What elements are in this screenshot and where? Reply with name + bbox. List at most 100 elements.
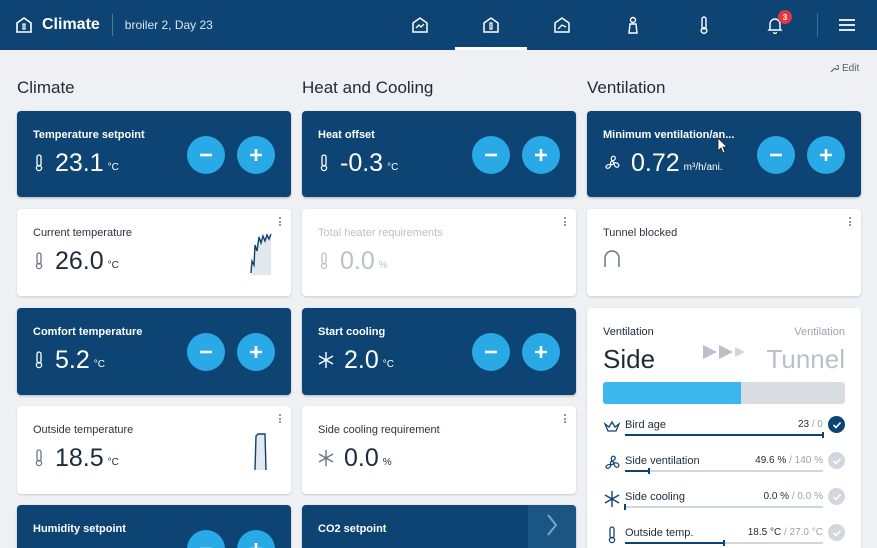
plus-icon bbox=[250, 149, 262, 161]
tunnel-blocked-card[interactable]: Tunnel blocked bbox=[587, 209, 861, 296]
climate-column-title: Climate bbox=[17, 78, 75, 97]
brand: Climate broiler 2, Day 23 bbox=[14, 0, 213, 50]
card-label: Current temperature bbox=[33, 227, 133, 239]
row-value: 23 / 0 bbox=[798, 419, 823, 430]
chevron-right-icon bbox=[547, 514, 558, 536]
card-value: 23.1 bbox=[55, 149, 104, 177]
side-mode-value: Side bbox=[603, 344, 656, 374]
trend-sparkline bbox=[254, 433, 267, 471]
decrease-button[interactable] bbox=[187, 333, 225, 371]
ventilation-column-title: Ventilation bbox=[587, 78, 666, 97]
tunnel-mode-value: Tunnel bbox=[766, 344, 845, 374]
menu-icon bbox=[839, 19, 855, 31]
nav-sensors[interactable] bbox=[668, 0, 740, 50]
row-target-value: / 140 % bbox=[789, 455, 823, 466]
card-unit: % bbox=[382, 457, 392, 468]
card-label: Heat offset bbox=[318, 129, 375, 141]
increase-button[interactable] bbox=[237, 530, 275, 548]
ventilation-mode-panel: Ventilation Ventilation Side Tunnel Bird… bbox=[587, 308, 861, 548]
house-icon bbox=[16, 17, 32, 33]
ventilation-progress-fill bbox=[603, 382, 741, 404]
row-progress-marker bbox=[822, 432, 824, 438]
thermometer-icon bbox=[320, 154, 328, 172]
heat-offset-card: Heat offset -0.3 °C bbox=[302, 111, 576, 197]
card-label: Start cooling bbox=[318, 326, 386, 338]
card-value-row: 2.0 °C bbox=[318, 346, 394, 374]
condition-check-icon bbox=[828, 488, 845, 505]
row-progress-line bbox=[624, 504, 823, 510]
row-current-value: 0.0 % bbox=[763, 491, 790, 502]
plus-icon bbox=[250, 543, 262, 548]
heat-cooling-column-title: Heat and Cooling bbox=[302, 78, 434, 97]
decrease-button[interactable] bbox=[187, 530, 225, 548]
row-value: 18.5 °C / 27.0 °C bbox=[748, 527, 823, 538]
more-options-icon[interactable] bbox=[848, 217, 851, 226]
card-unit: °C bbox=[382, 359, 394, 370]
side-mode-label: Ventilation bbox=[603, 326, 654, 338]
increase-button[interactable] bbox=[807, 136, 845, 174]
card-value-row: -0.3 °C bbox=[318, 149, 398, 177]
outside-temperature-card[interactable]: Outside temperature 18.5 °C bbox=[17, 406, 291, 494]
card-unit: °C bbox=[107, 260, 119, 271]
card-label: Side cooling requirement bbox=[318, 424, 440, 436]
plus-icon bbox=[535, 346, 547, 358]
fan-icon bbox=[605, 455, 620, 469]
mouse-cursor-icon bbox=[717, 137, 728, 154]
alarm-count-badge: 3 bbox=[778, 10, 792, 24]
side-cooling-requirement-card[interactable]: Side cooling requirement 0.0 % bbox=[302, 406, 576, 494]
minus-icon bbox=[485, 153, 497, 157]
title-divider bbox=[111, 14, 113, 36]
nav-climate[interactable] bbox=[455, 0, 527, 50]
row-value: 0.0 % / 0.0 % bbox=[764, 491, 824, 502]
card-unit: °C bbox=[107, 162, 119, 173]
increase-button[interactable] bbox=[522, 136, 560, 174]
current-temperature-card[interactable]: Current temperature 26.0 °C bbox=[17, 209, 291, 296]
increase-button[interactable] bbox=[237, 136, 275, 174]
card-unit: °C bbox=[387, 162, 399, 173]
nav-graphs[interactable] bbox=[526, 0, 598, 50]
row-target-value: / 0.0 % bbox=[791, 491, 823, 502]
card-value: 0.72 bbox=[631, 149, 680, 177]
card-label: Total heater requirements bbox=[318, 227, 443, 239]
row-label: Bird age bbox=[625, 419, 666, 431]
card-value: 18.5 bbox=[55, 444, 104, 472]
decrease-button[interactable] bbox=[757, 136, 795, 174]
nav-animals[interactable] bbox=[597, 0, 669, 50]
increase-button[interactable] bbox=[522, 333, 560, 371]
bird-icon bbox=[603, 420, 621, 432]
edit-button[interactable]: Edit bbox=[829, 63, 859, 74]
more-options-icon[interactable] bbox=[278, 414, 281, 423]
more-options-icon[interactable] bbox=[563, 217, 566, 226]
row-progress-fill bbox=[625, 470, 649, 472]
condition-check-icon bbox=[828, 452, 845, 469]
card-value: 26.0 bbox=[55, 247, 104, 275]
card-value-row: 18.5 °C bbox=[33, 444, 119, 472]
card-label: CO2 setpoint bbox=[318, 523, 387, 535]
nav-divider bbox=[817, 13, 818, 37]
minus-icon bbox=[200, 350, 212, 354]
minus-icon bbox=[200, 153, 212, 157]
total-heater-requirements-card[interactable]: Total heater requirements 0.0 % bbox=[302, 209, 576, 296]
tunnel-icon bbox=[604, 250, 620, 267]
decrease-button[interactable] bbox=[187, 136, 225, 174]
more-options-icon[interactable] bbox=[278, 217, 281, 226]
row-progress-fill bbox=[625, 542, 724, 544]
increase-button[interactable] bbox=[237, 333, 275, 371]
row-progress-line bbox=[625, 468, 823, 474]
nav-overview[interactable] bbox=[384, 0, 456, 50]
card-label: Comfort temperature bbox=[33, 326, 143, 338]
thermometer-icon bbox=[320, 252, 328, 270]
card-value-row: 0.72 m³/h/ani. bbox=[603, 149, 723, 177]
more-options-icon[interactable] bbox=[563, 414, 566, 423]
row-progress-fill bbox=[625, 434, 823, 436]
nav-menu[interactable] bbox=[812, 0, 877, 50]
house-subtitle: broiler 2, Day 23 bbox=[124, 18, 213, 32]
card-label: Minimum ventilation/an... bbox=[603, 129, 735, 141]
nav-alarms[interactable]: 3 bbox=[739, 0, 811, 50]
row-label: Side ventilation bbox=[625, 455, 700, 467]
decrease-button[interactable] bbox=[472, 136, 510, 174]
condition-check-icon bbox=[828, 416, 845, 433]
scroll-right-button[interactable] bbox=[528, 505, 576, 548]
decrease-button[interactable] bbox=[472, 333, 510, 371]
comfort-temperature-card: Comfort temperature 5.2 °C bbox=[17, 308, 291, 395]
